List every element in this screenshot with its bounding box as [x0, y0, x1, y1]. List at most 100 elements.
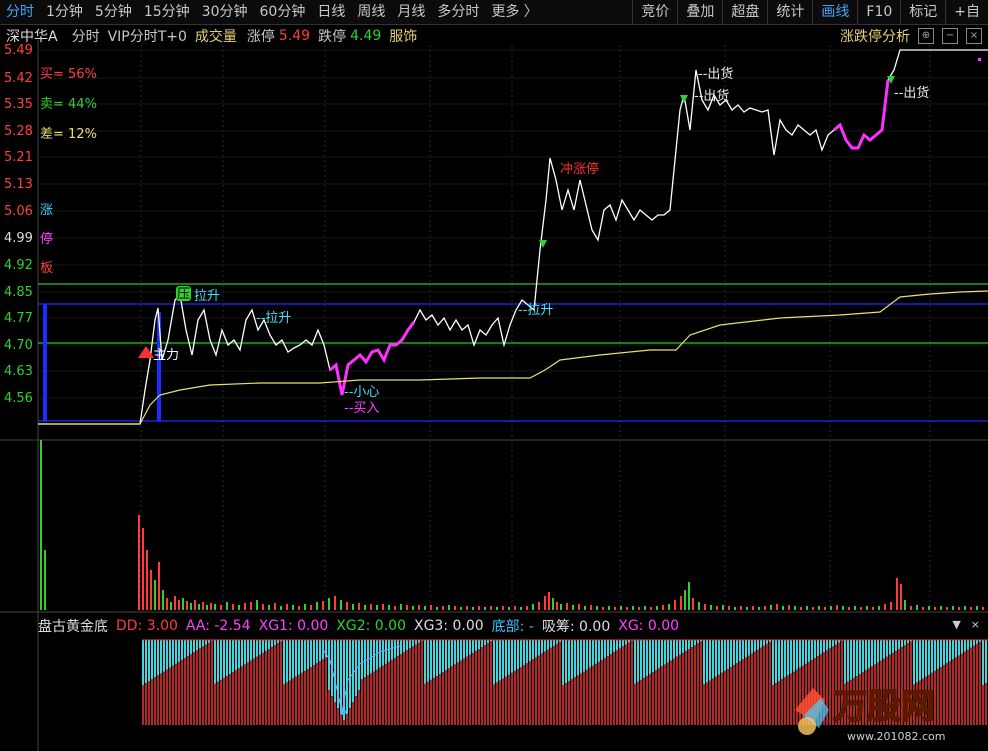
- volume-bar-97: [662, 605, 664, 610]
- volume-bar-95: [650, 607, 652, 610]
- indicator-xg1: XG1: 0.00: [258, 618, 329, 634]
- indicator-red-bar-273: [961, 653, 963, 725]
- tool-2[interactable]: 超盘: [722, 0, 767, 24]
- indicator-red-bar-173: [661, 666, 663, 725]
- indicator-red-bar-253: [901, 647, 903, 725]
- indicator-red-bar-49: [289, 680, 291, 725]
- indicator-red-bar-235: [847, 681, 849, 725]
- volume-label[interactable]: 成交量: [194, 29, 237, 45]
- indicator-cyan-bar-173: [661, 640, 663, 667]
- tab-8[interactable]: 月线: [397, 4, 426, 20]
- indicator-cyan-bar-157: [613, 640, 615, 653]
- indicator-red-bar-126: [520, 667, 522, 725]
- indicator-dd: DD: 3.00: [116, 618, 178, 634]
- settings-icon[interactable]: ⊕: [918, 28, 934, 44]
- indicator-cyan-bar-127: [523, 640, 525, 666]
- indicator-title[interactable]: 盘古黄金底: [38, 619, 108, 635]
- tool-3[interactable]: 统计: [767, 0, 812, 24]
- volume-bar-4: [146, 550, 148, 610]
- mode-label[interactable]: 分时: [71, 29, 100, 45]
- tab-6[interactable]: 日线: [317, 4, 346, 20]
- price-axis-label-0: 5.49: [4, 43, 33, 58]
- volume-bar-55: [418, 605, 420, 610]
- indicator-red-bar-264: [934, 670, 936, 725]
- indicator-red-bar-43: [271, 647, 273, 725]
- indicator-cyan-bar-189: [709, 640, 711, 681]
- tab-0[interactable]: 分时: [6, 4, 34, 20]
- indicator-cyan-bar-196: [730, 640, 732, 667]
- indicator-red-bar-268: [946, 663, 948, 725]
- indicator-red-bar-56: [310, 667, 312, 725]
- indicator-cyan-bar-41: [265, 640, 267, 651]
- stock-name[interactable]: 深中华A: [6, 29, 58, 45]
- volume-bar-2: [138, 515, 140, 610]
- close-icon[interactable]: ×: [966, 28, 982, 44]
- volume-bar-132: [866, 606, 868, 610]
- indicator-red-bar-46: [280, 641, 282, 725]
- vip-label[interactable]: VIP分时T+0: [107, 29, 187, 45]
- indicator-collapse-icon[interactable]: ▼: [952, 618, 961, 631]
- indicator-cyan-bar-204: [754, 640, 756, 652]
- tool-7[interactable]: +自: [945, 0, 988, 24]
- indicator-red-bar-140: [562, 685, 564, 725]
- tab-2[interactable]: 5分钟: [94, 4, 132, 20]
- tool-1[interactable]: 叠加: [677, 0, 722, 24]
- annotation-xiaoxin: --小心: [344, 385, 379, 400]
- indicator-red-bar-141: [565, 683, 567, 725]
- indicator-cyan-bar-154: [604, 640, 606, 658]
- indicator-red-bar-213: [781, 679, 783, 725]
- indicator-red-bar-248: [886, 656, 888, 725]
- tab-10[interactable]: 更多 〉: [491, 4, 538, 20]
- tab-3[interactable]: 15分钟: [143, 4, 190, 20]
- tool-6[interactable]: 标记: [900, 0, 945, 24]
- indicator-close-icon[interactable]: ×: [970, 618, 980, 631]
- indicator-red-bar-221: [805, 663, 807, 725]
- tool-0[interactable]: 竞价: [632, 0, 677, 24]
- tab-5[interactable]: 60分钟: [259, 4, 306, 20]
- sector-label[interactable]: 服饰: [389, 29, 418, 45]
- volume-bar-152: [982, 607, 984, 610]
- indicator-cyan-bar-56: [310, 640, 312, 667]
- indicator-red-bar-139: [559, 641, 561, 725]
- volume-bar-52: [400, 604, 402, 610]
- indicator-cyan-bar-216: [790, 640, 792, 674]
- indicator-red-bar-127: [523, 665, 525, 725]
- indicator-red-bar-54: [304, 670, 306, 725]
- tab-9[interactable]: 多分时: [437, 4, 480, 20]
- tab-4[interactable]: 30分钟: [201, 4, 248, 20]
- tab-7[interactable]: 周线: [357, 4, 386, 20]
- limit-analysis-button[interactable]: 涨跌停分析: [840, 29, 910, 45]
- tab-1[interactable]: 1分钟: [46, 4, 83, 20]
- indicator-dibu: 底部: -: [491, 619, 534, 635]
- volume-bar-100: [680, 596, 682, 610]
- tool-5[interactable]: F10: [857, 0, 900, 24]
- indicator-red-bar-167: [643, 677, 645, 725]
- indicator-cyan-bar-107: [463, 640, 465, 659]
- indicator-cyan-bar-159: [619, 640, 621, 649]
- volume-bar-66: [484, 607, 486, 610]
- indicator-cyan-bar-179: [679, 640, 681, 655]
- tool-4[interactable]: 画线: [812, 0, 857, 24]
- indicator-cyan-bar-185: [697, 640, 699, 644]
- indicator-cyan-bar-276: [970, 640, 972, 648]
- indicator-red-bar-122: [508, 674, 510, 725]
- indicator-red-bar-113: [481, 647, 483, 725]
- indicator-cyan-bar-70: [352, 640, 354, 702]
- indicator-cyan-bar-89: [409, 640, 411, 649]
- indicator-cyan-bar-202: [748, 640, 750, 656]
- volume-bar-44: [352, 604, 354, 610]
- indicator-red-bar-26: [220, 679, 222, 725]
- indicator-red-bar-71: [355, 696, 357, 725]
- indicator-red-bar-72: [358, 690, 360, 725]
- volume-bar-113: [752, 606, 754, 610]
- indicator-cyan-bar-211: [775, 640, 777, 684]
- indicator-cyan-bar-218: [796, 640, 798, 670]
- indicator-red-bar-183: [691, 647, 693, 725]
- indicator-cyan-bar-1: [145, 640, 147, 684]
- indicator-cyan-bar-62: [328, 640, 330, 690]
- indicator-controls: ▼ ×: [952, 618, 980, 631]
- collapse-icon[interactable]: −: [942, 28, 958, 44]
- indicator-red-bar-83: [391, 659, 393, 725]
- indicator-red-bar-121: [505, 676, 507, 725]
